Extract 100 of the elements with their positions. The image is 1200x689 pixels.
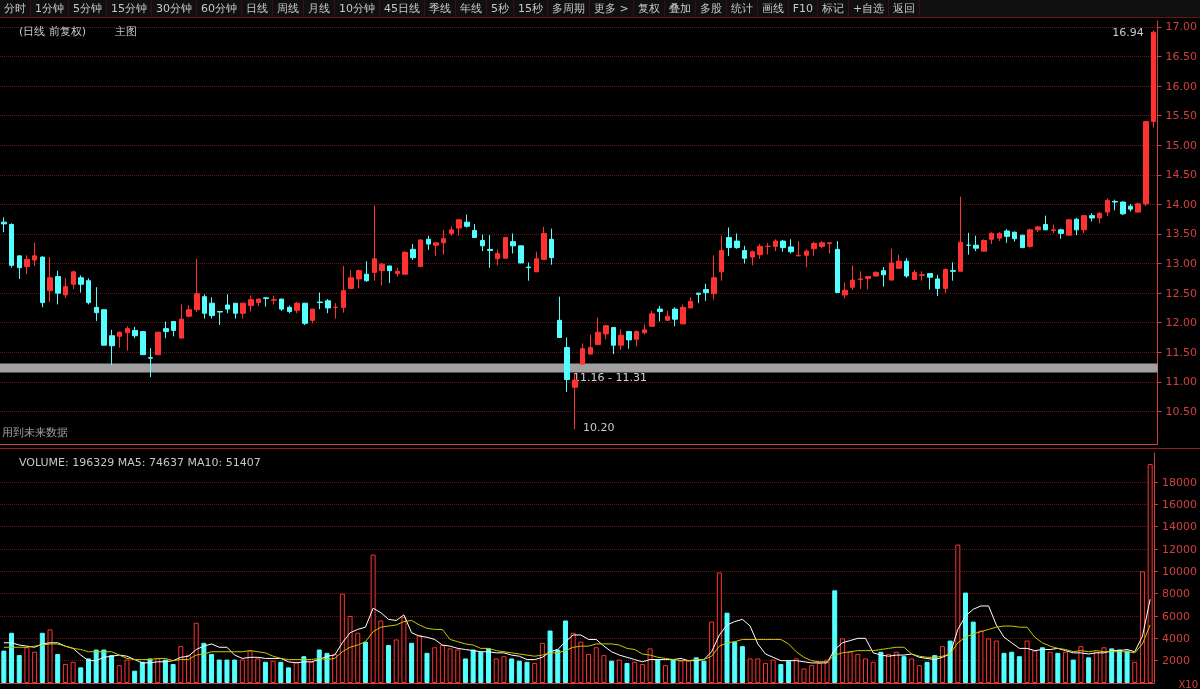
candlestick xyxy=(618,328,624,351)
bar xyxy=(963,592,969,683)
candlestick xyxy=(225,293,230,314)
y-tick-label: 16.00 xyxy=(1165,79,1198,93)
bar xyxy=(1047,651,1053,683)
candlestick xyxy=(24,254,30,275)
text: 多股 xyxy=(695,0,727,17)
candlestick xyxy=(287,305,292,314)
bar xyxy=(516,660,522,683)
y-tick-label: 15.00 xyxy=(1165,138,1198,152)
text: 统计 xyxy=(726,0,758,17)
bar xyxy=(778,664,784,683)
candlestick xyxy=(1143,120,1149,207)
candlestick xyxy=(912,269,917,281)
candlestick xyxy=(109,329,115,366)
bar xyxy=(1101,647,1107,683)
bar xyxy=(809,665,815,683)
bar xyxy=(978,630,984,683)
text: 更多 > xyxy=(590,0,634,17)
text: 月线 xyxy=(304,0,335,17)
candlestick xyxy=(1074,217,1079,236)
candlestick xyxy=(726,226,732,257)
bar xyxy=(762,662,768,683)
bar xyxy=(439,645,445,683)
candlestick xyxy=(827,241,832,254)
bar xyxy=(616,659,622,683)
bar xyxy=(201,642,207,683)
bar xyxy=(870,661,876,683)
bar xyxy=(709,621,715,683)
y-tick-label: 13.50 xyxy=(1165,227,1198,241)
bar xyxy=(286,667,291,683)
bar xyxy=(716,572,722,683)
candlestick xyxy=(101,309,107,346)
line-series xyxy=(3,598,1151,664)
text: 15秒 xyxy=(514,0,548,17)
candlestick xyxy=(271,295,277,305)
bar xyxy=(639,664,645,683)
chart-title: (日线 前复权) xyxy=(19,25,87,38)
candlestick xyxy=(441,229,446,256)
candlestick xyxy=(557,296,562,339)
candlestick xyxy=(541,226,547,260)
bar xyxy=(355,632,361,683)
candlestick xyxy=(1128,203,1133,212)
candlestick xyxy=(858,270,863,290)
candlestick xyxy=(464,213,470,228)
bar xyxy=(239,659,245,683)
candlestick xyxy=(657,305,663,323)
candlestick xyxy=(896,254,902,269)
y-tick-label: 15.50 xyxy=(1165,109,1198,123)
candlestick xyxy=(117,331,122,349)
candlestick xyxy=(410,243,416,261)
bar xyxy=(801,668,807,683)
bar xyxy=(39,632,45,683)
bar xyxy=(670,659,676,683)
candlestick xyxy=(248,295,254,312)
bar xyxy=(939,646,945,683)
y-tick-label: 12.50 xyxy=(1165,286,1198,300)
candlestick xyxy=(943,267,948,294)
text: 年线 xyxy=(456,0,487,17)
bar xyxy=(162,659,168,683)
candlestick xyxy=(395,267,400,278)
bar xyxy=(170,664,176,683)
candlestick xyxy=(487,234,493,269)
bar xyxy=(78,667,84,683)
bar xyxy=(432,647,438,683)
candlestick xyxy=(1151,29,1156,128)
bar xyxy=(847,651,853,683)
candlestick xyxy=(1120,200,1126,216)
candlestick xyxy=(534,251,539,273)
candlestick xyxy=(711,254,717,301)
y-tick-label: 17.00 xyxy=(1165,20,1198,34)
bar xyxy=(278,661,284,683)
bar xyxy=(478,651,484,683)
bar xyxy=(816,662,822,683)
bar xyxy=(509,658,515,683)
bar xyxy=(655,659,661,683)
bar xyxy=(401,617,407,683)
candlestick xyxy=(418,239,423,268)
candlestick xyxy=(1020,234,1025,249)
bar xyxy=(593,647,599,683)
candlestick xyxy=(518,245,524,264)
y-tick-label: 2000 xyxy=(1162,654,1191,668)
candlestick xyxy=(757,243,763,260)
text: 10分钟 xyxy=(335,0,380,17)
bar xyxy=(1063,651,1069,683)
candlestick xyxy=(819,240,825,249)
candlestick xyxy=(904,257,909,279)
candlestick xyxy=(696,292,701,304)
bar xyxy=(293,661,299,683)
band-label: 11.16 - 11.31 xyxy=(573,371,647,385)
bar xyxy=(624,662,630,683)
candlestick xyxy=(63,277,68,299)
candlestick xyxy=(47,256,53,303)
candlestick xyxy=(503,236,508,259)
bar xyxy=(132,670,138,683)
candlestick xyxy=(472,223,477,239)
candlestick xyxy=(1066,218,1072,237)
bar xyxy=(109,655,115,683)
candlestick xyxy=(9,222,14,269)
bar xyxy=(562,620,568,683)
